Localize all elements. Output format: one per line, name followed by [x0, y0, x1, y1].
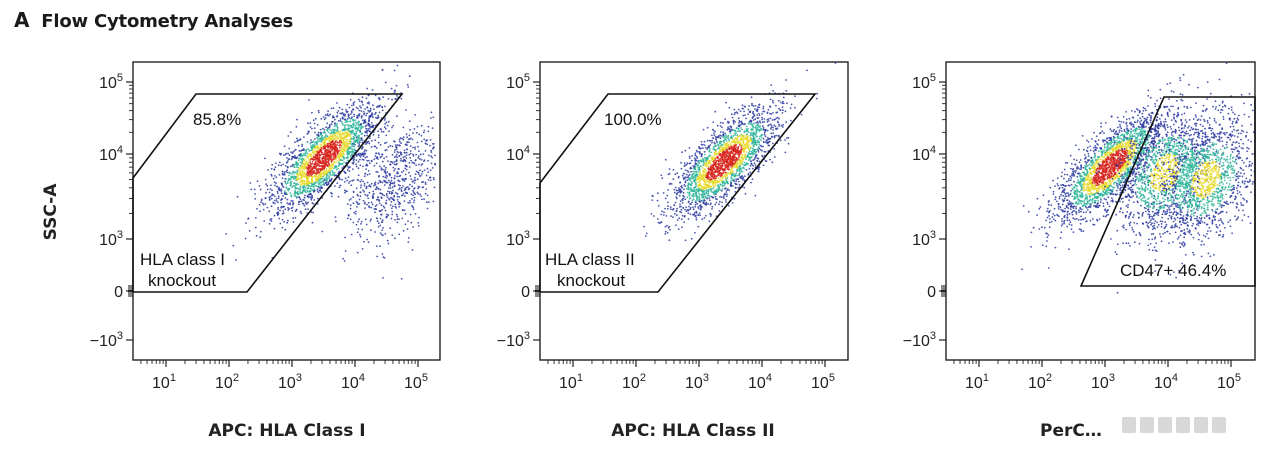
- x-tick-label: 102: [622, 372, 646, 392]
- y-tick-label: 0: [927, 284, 936, 301]
- x-axis-title-2: APC: HLA Class II: [611, 421, 775, 441]
- flow-plot-2: 105 104 103 0 −103 101 102 103 104 105: [497, 61, 849, 392]
- y-tick-label: 104: [99, 144, 123, 164]
- y-tick-label: 104: [912, 144, 936, 164]
- x-tick-label: 103: [1091, 372, 1115, 392]
- gate-name-1-line2: knockout: [148, 271, 216, 290]
- y-tick-label: 0: [521, 284, 530, 301]
- event-dots: [643, 62, 837, 242]
- y-tick-label: −103: [90, 330, 123, 350]
- x-tick-label: 105: [811, 372, 835, 392]
- y-tick-label: 0: [114, 284, 123, 301]
- gate-percent-1: 85.8%: [193, 110, 241, 129]
- gate-name-2-line1: HLA class II: [545, 250, 635, 269]
- plot-frame: [132, 61, 441, 361]
- plot-frame: [945, 61, 1256, 361]
- y-tick-label: 104: [506, 144, 530, 164]
- watermark-overlay: [1120, 412, 1270, 438]
- y-tick-label: 103: [506, 229, 530, 249]
- y-tick-label: 105: [99, 72, 123, 92]
- y-tick-label: −103: [497, 330, 530, 350]
- flow-plot-1: 105 104 103 0 −103 101 102 103 104 105: [90, 61, 441, 392]
- x-axis-title-3: PerC…: [1040, 421, 1102, 441]
- x-tick-label: 102: [1028, 372, 1052, 392]
- x-tick-label: 104: [1154, 372, 1178, 392]
- x-tick-label: 105: [1217, 372, 1241, 392]
- event-dots: [225, 64, 440, 280]
- x-tick-label: 103: [278, 372, 302, 392]
- y-tick-label: 105: [912, 72, 936, 92]
- y-tick-label: −103: [903, 330, 936, 350]
- y-axis-title: SSC-A: [41, 183, 61, 241]
- x-tick-label: 101: [559, 372, 583, 392]
- gate-percent-2: 100.0%: [604, 110, 662, 129]
- x-tick-label: 102: [215, 372, 239, 392]
- plot-frame: [539, 61, 849, 361]
- x-tick-label: 105: [404, 372, 428, 392]
- x-axis-title-1: APC: HLA Class I: [208, 421, 365, 441]
- gate-name-2-line2: knockout: [557, 271, 625, 290]
- gate-name-1-line1: HLA class I: [140, 250, 225, 269]
- figure-title: A Flow Cytometry Analyses: [14, 8, 293, 32]
- x-tick-label: 101: [965, 372, 989, 392]
- gate-polygon-1: [132, 93, 404, 293]
- gate-label-3: CD47+ 46.4%: [1120, 261, 1226, 280]
- x-tick-label: 101: [152, 372, 176, 392]
- x-tick-label: 103: [685, 372, 709, 392]
- event-dots: [1021, 62, 1255, 294]
- panel-title: Flow Cytometry Analyses: [41, 11, 294, 32]
- x-tick-label: 104: [341, 372, 365, 392]
- x-tick-label: 104: [748, 372, 772, 392]
- y-tick-label: 103: [99, 229, 123, 249]
- panel-letter: A: [14, 8, 30, 32]
- y-tick-label: 105: [506, 72, 530, 92]
- flow-plot-3: 105 104 103 0 −103 101 102 103 104 105: [903, 61, 1256, 392]
- gate-polygon-3: [1079, 96, 1256, 287]
- gate-polygon-2: [539, 93, 817, 293]
- y-tick-label: 103: [912, 229, 936, 249]
